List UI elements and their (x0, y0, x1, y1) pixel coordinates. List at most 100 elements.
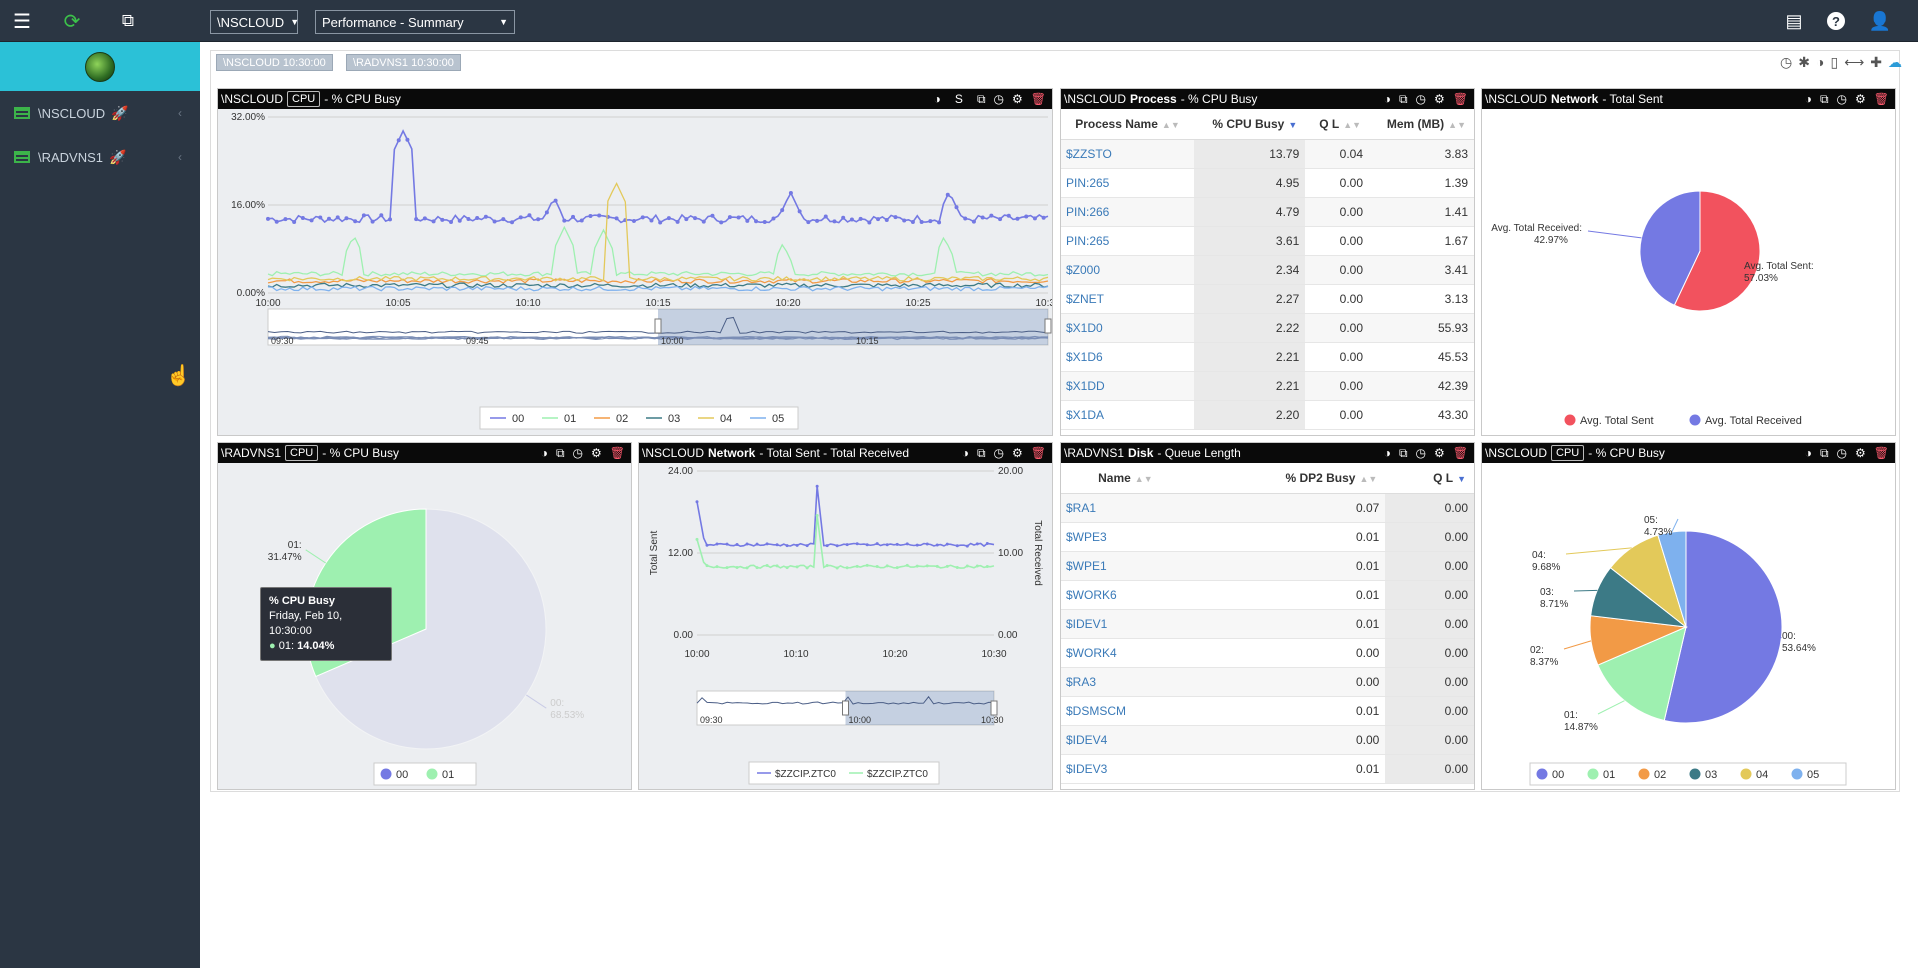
contrast-icon[interactable]: ◑ (933, 91, 941, 106)
table-row[interactable]: $X1DA 2.20 0.00 43.30 (1061, 400, 1474, 430)
column-header[interactable]: Process Name ▲▼ (1061, 109, 1194, 140)
table-cell[interactable]: $X1DD (1061, 371, 1194, 401)
help-icon[interactable]: ? (1824, 9, 1848, 33)
table-row[interactable]: $IDEV1 0.01 0.00 (1061, 609, 1474, 639)
column-header[interactable]: Q L ▲▼ (1305, 109, 1370, 140)
clock-icon[interactable]: ◷ (572, 445, 583, 460)
table-cell[interactable]: $WORK4 (1061, 638, 1190, 668)
table-row[interactable]: $RA1 0.07 0.00 (1061, 493, 1474, 523)
gear-icon[interactable]: ⚙ (1434, 91, 1445, 106)
table-row[interactable]: $ZZSTO 13.79 0.04 3.83 (1061, 139, 1474, 169)
table-row[interactable]: $Z000 2.34 0.00 3.41 (1061, 255, 1474, 285)
gear-icon[interactable]: ⚙ (1434, 445, 1445, 460)
table-cell[interactable]: $WORK6 (1061, 580, 1190, 610)
clock-icon[interactable]: ◷ (1415, 445, 1426, 460)
table-row[interactable]: PIN:265 4.95 0.00 1.39 (1061, 168, 1474, 198)
cpu-line-chart[interactable]: 0.00% 16.00% 32.00% 10:00 10:05 10:10 10:15 10:… (218, 109, 1061, 435)
contrast-icon[interactable]: ◑ (1816, 54, 1825, 70)
table-row[interactable]: $RA3 0.00 0.00 (1061, 667, 1474, 697)
contrast-icon[interactable]: ◑ (540, 445, 548, 460)
table-row[interactable]: $X1D6 2.21 0.00 45.53 (1061, 342, 1474, 372)
trash-icon[interactable]: 🗑 (1452, 445, 1468, 460)
copy-window-icon[interactable]: ⧉ (121, 11, 135, 30)
table-row[interactable]: PIN:265 3.61 0.00 1.67 (1061, 226, 1474, 256)
gear-icon[interactable]: ⚙ (1855, 445, 1866, 460)
clock-icon[interactable]: ◷ (993, 445, 1004, 460)
table-cell[interactable]: $RA1 (1061, 493, 1190, 523)
trash-icon[interactable]: 🗑 (1030, 91, 1046, 106)
table-cell[interactable]: $X1DA (1061, 400, 1194, 430)
table-cell[interactable]: $WPE3 (1061, 522, 1190, 552)
copy-icon[interactable]: ⧉ (1819, 445, 1829, 460)
table-cell[interactable]: $RA3 (1061, 667, 1190, 697)
nscloud-pie-chart[interactable]: 00:53.64% 01:14.87% 02:8.37% 03:8.71% 04:9.6… (1482, 463, 1895, 789)
copy-icon[interactable]: ⧉ (976, 91, 986, 106)
table-cell[interactable]: $ZZSTO (1061, 139, 1194, 169)
trash-icon[interactable]: 🗑 (1452, 91, 1468, 106)
trash-icon[interactable]: 🗑 (1873, 91, 1889, 106)
table-row[interactable]: $WORK4 0.00 0.00 (1061, 638, 1474, 668)
sidebar-item-radvns1[interactable]: \RADVNS1 🚀 ‹ (0, 135, 200, 179)
table-cell[interactable]: $Z000 (1061, 255, 1194, 285)
news-icon[interactable]: ▤ (1785, 10, 1803, 31)
add-icon[interactable]: ✚ (1870, 54, 1882, 70)
copy-icon[interactable]: ⧉ (1819, 91, 1829, 106)
table-row[interactable]: $WPE3 0.01 0.00 (1061, 522, 1474, 552)
trash-icon[interactable]: 🗑 (609, 445, 625, 460)
table-cell[interactable]: PIN:265 (1061, 226, 1194, 256)
gear-icon[interactable]: ⚙ (591, 445, 602, 460)
table-row[interactable]: $X1DD 2.21 0.00 42.39 (1061, 371, 1474, 401)
gear-icon[interactable]: ⚙ (1012, 91, 1023, 106)
sidebar-item-nscloud[interactable]: \NSCLOUD 🚀 ‹ (0, 91, 200, 135)
user-icon[interactable]: 👤 (1868, 10, 1892, 31)
contrast-icon[interactable]: ◑ (1804, 445, 1812, 460)
system-time-tag[interactable]: \RADVNS1 10:30:00 (346, 54, 461, 71)
table-cell[interactable]: $DSMSCM (1061, 696, 1190, 726)
table-row[interactable]: $WORK6 0.01 0.00 (1061, 580, 1474, 610)
table-row[interactable]: $IDEV4 0.00 0.00 (1061, 725, 1474, 755)
contrast-icon[interactable]: ◑ (1383, 91, 1391, 106)
table-row[interactable]: $IDEV3 0.01 0.00 (1061, 754, 1474, 784)
cloud-icon[interactable]: ☁ (1888, 54, 1902, 70)
asterisk-icon[interactable]: ✱ (1798, 54, 1810, 70)
gear-icon[interactable]: ⚙ (1012, 445, 1023, 460)
clock-icon[interactable]: ◷ (1836, 91, 1847, 106)
contrast-icon[interactable]: ◑ (1383, 445, 1391, 460)
table-row[interactable]: $DSMSCM 0.01 0.00 (1061, 696, 1474, 726)
table-cell[interactable]: $IDEV3 (1061, 754, 1190, 784)
gear-icon[interactable]: ⚙ (1855, 91, 1866, 106)
system-select[interactable]: \NSCLOUD ▼ (210, 10, 299, 34)
refresh-icon[interactable]: ⟳ (63, 10, 81, 33)
copy-icon[interactable]: ⧉ (1398, 445, 1408, 460)
table-row[interactable]: $ZNET 2.27 0.00 3.13 (1061, 284, 1474, 314)
hamburger-menu-icon[interactable]: ☰ (13, 10, 31, 33)
clock-icon[interactable]: ◷ (1836, 445, 1847, 460)
copy-icon[interactable]: ⧉ (1398, 91, 1408, 106)
network-line-chart[interactable]: 0.00 12.00 24.00 0.00 10.00 20.00 Total Sent To… (639, 463, 1052, 789)
table-cell[interactable]: $IDEV4 (1061, 725, 1190, 755)
table-row[interactable]: $WPE1 0.01 0.00 (1061, 551, 1474, 581)
contrast-icon[interactable]: ◑ (1804, 91, 1812, 106)
copy-icon[interactable]: ⧉ (976, 445, 986, 460)
clock-icon[interactable]: ◷ (1415, 91, 1426, 106)
contrast-icon[interactable]: ◑ (961, 445, 969, 460)
system-time-tag[interactable]: \NSCLOUD 10:30:00 (216, 54, 333, 71)
trash-icon[interactable]: 🗑 (1030, 445, 1046, 460)
s-toggle[interactable]: S (954, 91, 963, 106)
table-cell[interactable]: PIN:265 (1061, 168, 1194, 198)
table-row[interactable]: $X1D0 2.22 0.00 55.93 (1061, 313, 1474, 343)
column-header[interactable]: % CPU Busy ▼ (1193, 109, 1306, 140)
table-cell[interactable]: PIN:266 (1061, 197, 1194, 227)
table-cell[interactable]: $X1D6 (1061, 342, 1194, 372)
resize-horizontal-icon[interactable]: ⟷ (1844, 54, 1865, 70)
column-header[interactable]: Name ▲▼ (1061, 463, 1190, 494)
table-cell[interactable]: $ZNET (1061, 284, 1194, 314)
column-header[interactable]: Mem (MB) ▲▼ (1369, 109, 1474, 140)
network-pie-chart[interactable]: Avg. Total Sent:57.03% Avg. Total Receive… (1482, 109, 1895, 435)
clock-icon[interactable]: ◷ (1780, 54, 1793, 70)
copy-icon[interactable]: ⧉ (555, 445, 565, 460)
trash-icon[interactable]: 🗑 (1873, 445, 1889, 460)
column-header[interactable]: % DP2 Busy ▲▼ (1189, 463, 1386, 494)
clock-icon[interactable]: ◷ (993, 91, 1004, 106)
document-icon[interactable]: ▯ (1830, 54, 1839, 70)
